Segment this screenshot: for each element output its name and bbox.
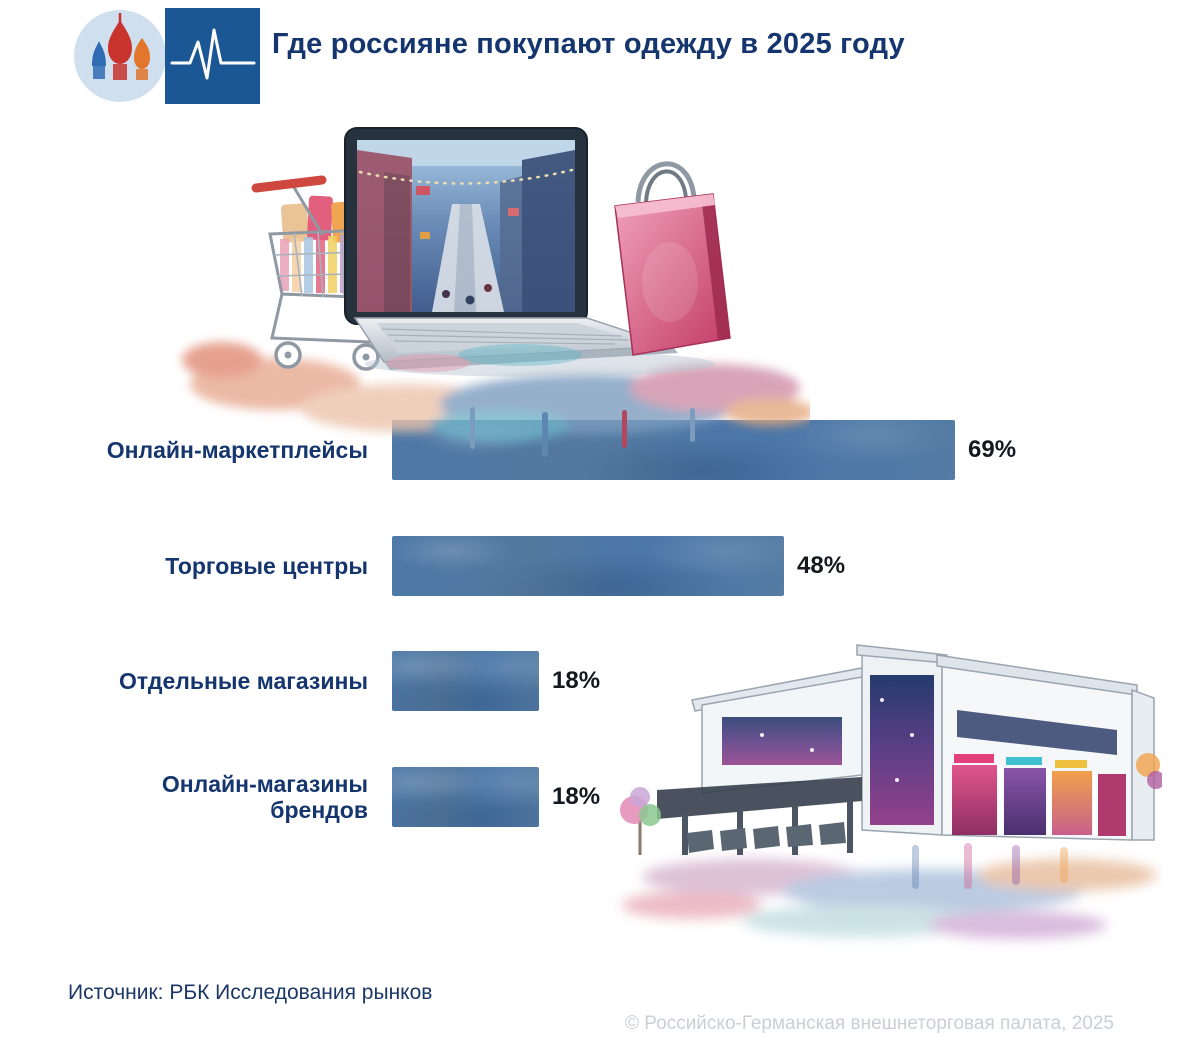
value-label: 18%: [552, 667, 601, 694]
bar-row-shopping-centers: Торговые центры 48%: [60, 536, 845, 596]
copyright-watermark: © Российско-Германская внешнеторговая па…: [625, 1013, 1114, 1034]
rbc-logo-graphic: [68, 8, 260, 104]
category-label: Онлайн-магазины брендов: [161, 770, 368, 823]
pulse-line-icon: [170, 28, 256, 80]
bar: [392, 767, 539, 827]
value-label: 69%: [968, 436, 1017, 463]
category-label: Онлайн-маркетплейсы: [106, 436, 368, 463]
value-label: 18%: [552, 783, 601, 810]
value-label: 48%: [797, 552, 846, 579]
page-title: Где россияне покупают одежду в 2025 году: [272, 28, 905, 60]
bar-row-standalone-stores: Отдельные магазины 18%: [60, 651, 600, 711]
category-label: Торговые центры: [165, 552, 368, 579]
rbc-logo: [68, 8, 260, 104]
bar: [392, 420, 955, 480]
source-note: Источник: РБК Исследования рынков: [68, 981, 433, 1004]
bar-row-brand-online-stores: Онлайн-магазины брендов 18%: [60, 767, 600, 827]
bar-row-online-marketplaces: Онлайн-маркетплейсы 69%: [60, 420, 1016, 480]
category-label: Отдельные магазины: [119, 667, 368, 694]
bar: [392, 536, 784, 596]
kremlin-domes-icon: [92, 13, 150, 80]
bar: [392, 651, 539, 711]
logo-blue-square: [165, 8, 260, 104]
